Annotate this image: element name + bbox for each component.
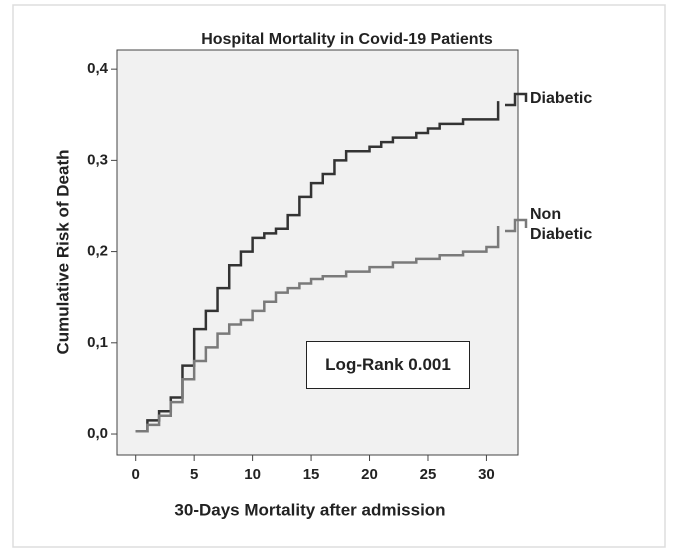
x-axis-label: 30-Days Mortality after admission xyxy=(174,500,445,519)
legend-swatch xyxy=(505,218,528,233)
x-tick-label: 15 xyxy=(303,466,320,483)
y-tick-label: 0,3 xyxy=(87,151,108,168)
legend-swatch xyxy=(505,92,528,107)
step-line xyxy=(135,101,500,433)
y-tick-label: 0,0 xyxy=(87,425,108,442)
annotation: Log-Rank 0.001 xyxy=(306,341,470,389)
step-line xyxy=(135,226,500,433)
x-tick-label: 30 xyxy=(478,466,495,483)
x-tick-label: 10 xyxy=(244,466,261,483)
chart-title: Hospital Mortality in Covid-19 Patients xyxy=(201,31,493,48)
y-tick-label: 0,2 xyxy=(87,243,108,260)
plot-area xyxy=(116,49,519,456)
legend-label: Diabetic xyxy=(530,90,593,107)
x-tick-label: 0 xyxy=(132,466,140,483)
y-axis-label: Cumulative Risk of Death xyxy=(53,150,72,355)
x-tick-label: 20 xyxy=(361,466,378,483)
y-tick-label: 0,4 xyxy=(87,60,109,77)
x-tick-label: 5 xyxy=(190,466,198,483)
legend-label: Non Diabetic xyxy=(530,206,593,243)
x-tick-label: 25 xyxy=(420,466,437,483)
y-tick-label: 0,1 xyxy=(87,334,108,351)
